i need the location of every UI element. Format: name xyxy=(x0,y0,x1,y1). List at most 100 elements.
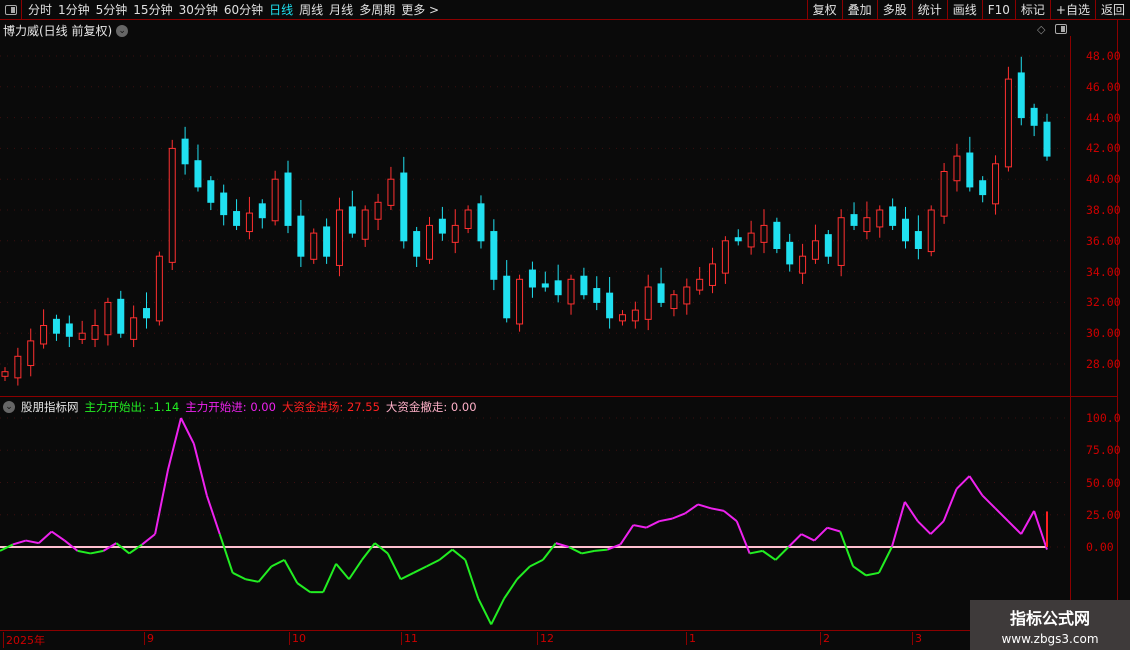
toolbar-button[interactable]: +自选 xyxy=(1049,0,1095,20)
indicator-segment xyxy=(865,571,880,577)
panel-toggle-button[interactable] xyxy=(0,0,22,20)
indicator-segment xyxy=(426,559,440,568)
indicator-segment xyxy=(490,598,506,625)
period-tab[interactable]: 30分钟 xyxy=(178,3,218,17)
indicator-segment xyxy=(141,533,156,546)
indicator-segment xyxy=(270,559,285,568)
indicator-segment xyxy=(903,501,919,522)
price-tick: 46.00 xyxy=(1086,79,1121,94)
candle-body xyxy=(78,332,86,340)
candle-body xyxy=(426,224,434,260)
indicator-segment xyxy=(710,507,725,512)
candle-body xyxy=(194,160,202,188)
period-tab[interactable]: 60分钟 xyxy=(223,3,264,17)
candle-body xyxy=(1043,121,1051,157)
price-tick: 28.00 xyxy=(1086,357,1121,371)
candle-body xyxy=(348,206,356,234)
period-tab[interactable]: 多周期 xyxy=(359,3,396,17)
toolbar-button[interactable]: 统计 xyxy=(911,0,947,20)
indicator-segment xyxy=(335,563,350,580)
chevron-down-icon[interactable]: ⌄ xyxy=(3,401,15,413)
price-tick: 44.00 xyxy=(1086,110,1121,125)
indicator-tick: 50.00 xyxy=(1086,475,1121,490)
date-tick: 11 xyxy=(401,632,418,645)
toolbar-button[interactable]: 复权 xyxy=(806,0,842,20)
candle-body xyxy=(233,211,241,226)
indicator-segment xyxy=(594,548,608,552)
candle-body xyxy=(477,203,485,242)
indicator-tick: 75.00 xyxy=(1086,443,1121,458)
period-tab[interactable]: 日线 xyxy=(269,3,294,17)
period-tab[interactable]: 15分钟 xyxy=(133,3,173,17)
candle-body xyxy=(413,231,421,257)
candle-body xyxy=(27,340,35,367)
candle-body xyxy=(786,241,794,265)
legend-item: 主力开始进: 0.00 xyxy=(185,400,276,414)
period-tab[interactable]: 1分钟 xyxy=(58,3,90,17)
candle-body xyxy=(271,178,279,222)
watermark: 指标公式网 www.zbgs3.com xyxy=(970,600,1130,650)
indicator-segment xyxy=(529,559,544,568)
period-tab[interactable]: 5分钟 xyxy=(95,3,128,17)
candle-body xyxy=(387,178,395,206)
indicator-segment xyxy=(917,520,932,535)
date-tick: 2025年 xyxy=(3,632,45,648)
toolbar-button[interactable]: 叠加 xyxy=(841,0,877,20)
diamond-icon[interactable]: ◇ xyxy=(1037,23,1046,36)
indicator-segment xyxy=(64,539,79,552)
axis-divider-right xyxy=(1117,20,1118,630)
candle-body xyxy=(901,218,909,242)
indicator-segment xyxy=(90,549,104,555)
indicator-segment xyxy=(762,550,777,561)
indicator-segment xyxy=(180,417,195,445)
indicator-segment xyxy=(38,530,53,544)
candle-body xyxy=(220,192,228,216)
price-tick: 34.00 xyxy=(1086,264,1121,279)
toolbar-button[interactable]: 画线 xyxy=(946,0,982,20)
sidebar-toggle-icon xyxy=(4,4,17,15)
watermark-url: www.zbgs3.com xyxy=(1001,632,1099,646)
indicator-segment xyxy=(813,526,828,542)
indicator-segment xyxy=(413,565,428,574)
candle-body xyxy=(464,209,472,229)
candle-body xyxy=(631,309,639,322)
candle-body xyxy=(528,269,536,288)
toolbar-button[interactable]: 标记 xyxy=(1014,0,1050,20)
candle-body xyxy=(335,209,343,266)
pane-divider xyxy=(0,396,1118,397)
toolbar-button[interactable]: 返回 xyxy=(1094,0,1130,20)
indicator-segment xyxy=(955,475,971,490)
candle-body xyxy=(1,371,9,377)
candle-body xyxy=(40,325,48,345)
candle-body xyxy=(670,294,678,310)
indicator-segment xyxy=(619,524,635,545)
toolbar-button[interactable]: F10 xyxy=(981,0,1015,20)
indicator-segment xyxy=(283,559,299,584)
panel-toggle-icon[interactable] xyxy=(1055,24,1067,34)
indicator-segment xyxy=(826,526,841,533)
candle-body xyxy=(799,255,807,274)
period-tab[interactable]: 分时 xyxy=(28,3,53,17)
indicator-segment xyxy=(800,533,815,542)
indicator-name: 股朋指标网 xyxy=(21,400,79,414)
period-tab[interactable]: 更多 > xyxy=(401,3,440,17)
indicator-segment xyxy=(0,543,14,552)
candle-body xyxy=(709,263,717,286)
candle-body xyxy=(876,209,884,228)
indicator-segment xyxy=(218,533,234,574)
price-tick: 40.00 xyxy=(1086,172,1121,187)
toolbar-button[interactable]: 多股 xyxy=(876,0,912,20)
indicator-segment xyxy=(633,524,647,529)
candle-body xyxy=(567,278,575,305)
period-tab[interactable]: 周线 xyxy=(299,3,324,17)
candle-body xyxy=(181,138,189,165)
candle-body xyxy=(593,288,601,303)
candle-body xyxy=(52,318,60,334)
chevron-down-icon[interactable]: ⌄ xyxy=(116,24,129,37)
indicator-segment xyxy=(167,417,182,470)
period-tab[interactable]: 月线 xyxy=(329,3,354,17)
indicator-segment xyxy=(839,531,855,567)
indicator-segment xyxy=(115,542,130,555)
candle-body xyxy=(14,355,22,379)
